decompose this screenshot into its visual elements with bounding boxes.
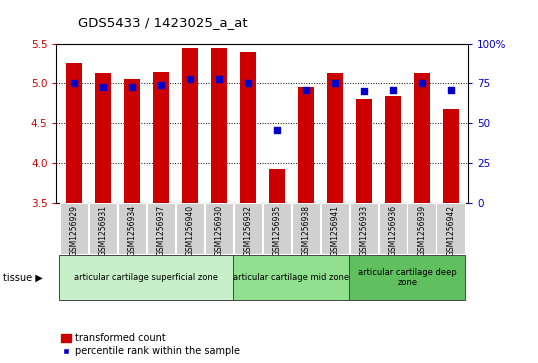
Text: GSM1256940: GSM1256940: [185, 205, 194, 256]
Point: [157, 82, 165, 88]
Bar: [204, 203, 233, 254]
Bar: [298, 87, 314, 203]
Point: [301, 87, 310, 93]
Text: articular cartilage superficial zone: articular cartilage superficial zone: [74, 273, 218, 282]
Point: [359, 89, 368, 94]
Bar: [233, 203, 262, 254]
Point: [244, 81, 252, 86]
Bar: [89, 203, 117, 254]
Text: GSM1256935: GSM1256935: [272, 205, 281, 256]
Bar: [95, 73, 111, 203]
Bar: [182, 48, 198, 203]
Bar: [379, 203, 407, 254]
Point: [417, 81, 426, 86]
Point: [98, 84, 107, 90]
Bar: [124, 79, 140, 203]
Text: GSM1256932: GSM1256932: [243, 205, 252, 256]
Bar: [66, 63, 82, 203]
Point: [272, 127, 281, 133]
Bar: [327, 73, 343, 203]
Bar: [60, 203, 88, 254]
Bar: [292, 203, 320, 254]
Bar: [356, 99, 372, 203]
Point: [186, 76, 194, 82]
Point: [447, 87, 455, 93]
Point: [215, 76, 223, 82]
Bar: [59, 255, 233, 300]
Text: tissue ▶: tissue ▶: [3, 273, 43, 283]
Bar: [385, 96, 401, 203]
Bar: [147, 203, 175, 254]
Text: GSM1256934: GSM1256934: [128, 205, 136, 256]
Bar: [240, 52, 256, 203]
Bar: [233, 255, 349, 300]
Bar: [263, 203, 291, 254]
Text: articular cartilage mid zone: articular cartilage mid zone: [233, 273, 349, 282]
Text: GSM1256941: GSM1256941: [330, 205, 339, 256]
Bar: [443, 109, 458, 203]
Text: GSM1256931: GSM1256931: [98, 205, 108, 256]
Text: articular cartilage deep
zone: articular cartilage deep zone: [358, 268, 457, 287]
Point: [388, 87, 397, 93]
Bar: [118, 203, 146, 254]
Text: GSM1256937: GSM1256937: [157, 205, 165, 256]
Bar: [407, 203, 436, 254]
Bar: [269, 169, 285, 203]
Text: GSM1256930: GSM1256930: [214, 205, 223, 256]
Text: GSM1256942: GSM1256942: [446, 205, 455, 256]
Text: GDS5433 / 1423025_a_at: GDS5433 / 1423025_a_at: [78, 16, 247, 29]
Bar: [350, 203, 378, 254]
Text: GSM1256938: GSM1256938: [301, 205, 310, 256]
Bar: [436, 203, 465, 254]
Text: GSM1256933: GSM1256933: [359, 205, 368, 256]
Point: [128, 84, 136, 90]
Legend: transformed count, percentile rank within the sample: transformed count, percentile rank withi…: [61, 333, 240, 356]
Bar: [349, 255, 465, 300]
Text: GSM1256936: GSM1256936: [388, 205, 397, 256]
Point: [330, 81, 339, 86]
Bar: [414, 73, 430, 203]
Bar: [153, 72, 169, 203]
Point: [69, 81, 78, 86]
Bar: [321, 203, 349, 254]
Bar: [211, 48, 227, 203]
Bar: [175, 203, 204, 254]
Text: GSM1256939: GSM1256939: [417, 205, 426, 256]
Text: GSM1256929: GSM1256929: [69, 205, 79, 256]
